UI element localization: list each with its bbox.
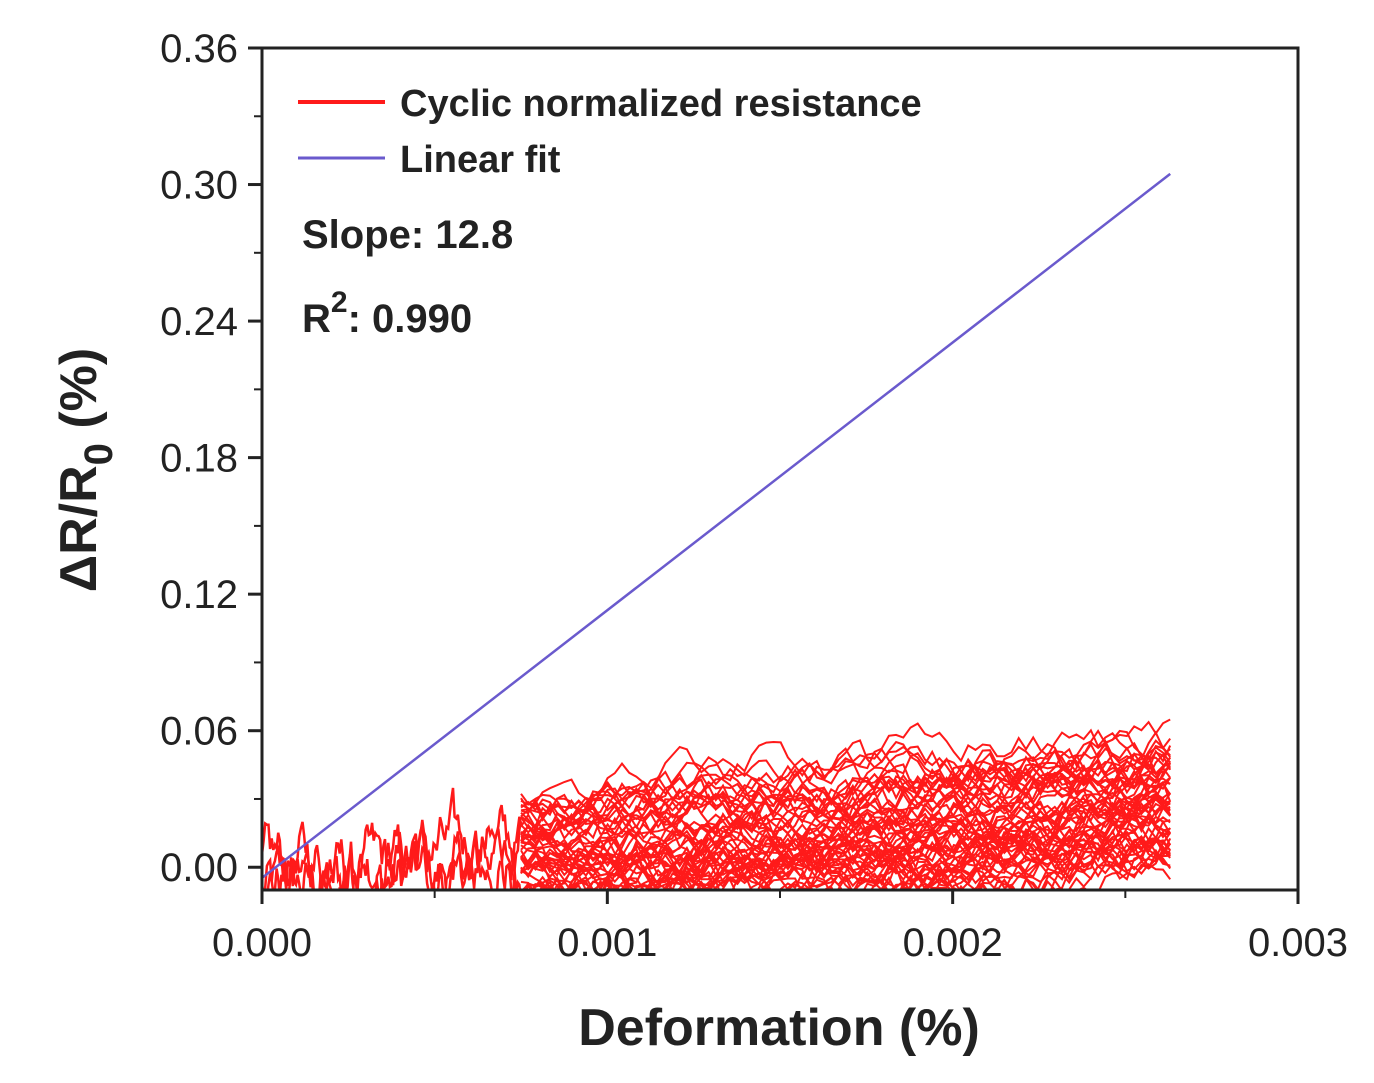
x-tick-label: 0.002 bbox=[903, 921, 1003, 965]
cyclic-trace bbox=[870, 848, 1171, 890]
cyclic-trace bbox=[555, 828, 1171, 890]
y-tick-label: 0.00 bbox=[160, 846, 238, 890]
cyclic-trace bbox=[520, 751, 1172, 848]
y-tick-label: 0.24 bbox=[160, 300, 238, 344]
y-tick-label: 0.06 bbox=[160, 710, 238, 754]
cyclic-trace bbox=[520, 792, 1172, 878]
y-tick-label: 0.36 bbox=[160, 27, 238, 71]
x-tick-label: 0.001 bbox=[557, 921, 657, 965]
y-axis-title-subscript: 0 bbox=[77, 443, 121, 465]
y-tick-label: 0.18 bbox=[160, 437, 238, 481]
cyclic-trace bbox=[712, 830, 1172, 890]
cyclic-trace bbox=[520, 722, 1171, 814]
y-axis-title: ΔR/R0 (%) bbox=[50, 348, 121, 593]
cyclic-trace bbox=[520, 750, 1172, 832]
cyclic-trace bbox=[520, 800, 1171, 873]
r2-annotation: R2: 0.990 bbox=[302, 286, 472, 341]
cyclic-trace bbox=[520, 798, 1171, 884]
series-group bbox=[262, 172, 1172, 890]
plot-area bbox=[262, 172, 1172, 890]
cyclic-trace bbox=[520, 776, 1171, 863]
linear-fit-line bbox=[262, 172, 1171, 879]
cyclic-trace bbox=[524, 833, 1172, 890]
x-tick-label: 0.000 bbox=[212, 921, 312, 965]
cyclic-trace bbox=[520, 787, 1171, 878]
r2-value: : 0.990 bbox=[348, 297, 473, 341]
y-axis-title-unit: (%) bbox=[50, 348, 108, 443]
y-tick-label: 0.30 bbox=[160, 164, 238, 208]
r2-superscript: 2 bbox=[331, 286, 348, 319]
cyclic-trace bbox=[531, 814, 1171, 890]
y-tick-label: 0.12 bbox=[160, 573, 238, 617]
cyclic-trace-low bbox=[262, 787, 523, 890]
x-axis-title: Deformation (%) bbox=[578, 999, 980, 1057]
cyclic-trace bbox=[520, 738, 1172, 829]
cyclic-trace bbox=[520, 792, 1172, 866]
cyclic-trace bbox=[534, 831, 1171, 890]
slope-annotation: Slope: 12.8 bbox=[302, 213, 513, 257]
cyclic-trace bbox=[520, 792, 1171, 884]
y-axis-title-main: ΔR/R bbox=[50, 465, 108, 592]
x-tick-label: 0.003 bbox=[1248, 921, 1348, 965]
legend: Cyclic normalized resistance Linear fit bbox=[298, 83, 922, 181]
r2-prefix: R bbox=[302, 297, 331, 341]
axes: 0.00 0.06 0.12 0.18 0.24 0.30 0.36 0.000 0.001 0.… bbox=[160, 27, 1348, 965]
cyclic-trace bbox=[568, 844, 1171, 890]
legend-label-cyclic: Cyclic normalized resistance bbox=[400, 83, 922, 125]
cyclic-trace bbox=[520, 763, 1171, 841]
cyclic-trace bbox=[520, 739, 1171, 832]
legend-label-linear-fit: Linear fit bbox=[400, 139, 561, 181]
